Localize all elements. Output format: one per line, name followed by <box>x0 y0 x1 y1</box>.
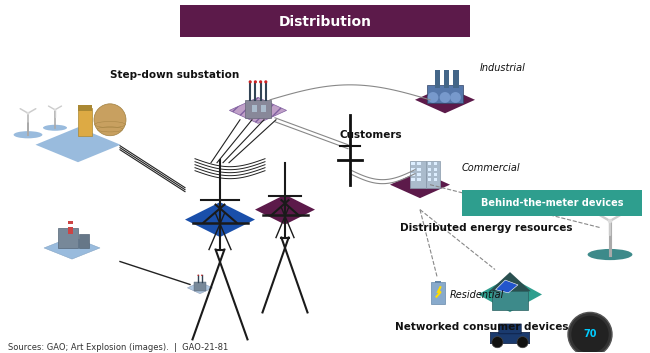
Bar <box>434 168 437 170</box>
Ellipse shape <box>43 125 67 131</box>
Bar <box>78 108 92 136</box>
Circle shape <box>439 92 450 103</box>
Text: Distribution: Distribution <box>278 15 372 29</box>
Circle shape <box>249 80 252 83</box>
Circle shape <box>27 112 29 115</box>
Bar <box>68 224 73 227</box>
Bar <box>417 162 421 165</box>
Text: Commercial: Commercial <box>462 163 521 173</box>
Circle shape <box>571 316 608 353</box>
Bar <box>411 162 415 165</box>
Bar <box>428 162 431 165</box>
Bar <box>434 178 437 181</box>
Bar <box>431 282 445 304</box>
Text: Behind-the-meter devices: Behind-the-meter devices <box>481 198 623 208</box>
Text: Sources: GAO; Art Explosion (images).  |  GAO-21-81: Sources: GAO; Art Explosion (images). | … <box>8 343 228 352</box>
Bar <box>194 282 206 292</box>
Bar <box>427 85 463 103</box>
Polygon shape <box>185 202 255 237</box>
Bar <box>435 281 441 283</box>
Circle shape <box>428 92 438 103</box>
Ellipse shape <box>14 131 42 138</box>
Polygon shape <box>44 237 100 259</box>
Text: Distributed energy resources: Distributed energy resources <box>400 223 573 233</box>
Polygon shape <box>187 282 213 294</box>
Bar <box>428 168 431 170</box>
Bar <box>454 70 459 88</box>
Bar <box>428 173 431 176</box>
FancyBboxPatch shape <box>499 324 521 334</box>
Circle shape <box>259 80 262 83</box>
Circle shape <box>568 312 612 353</box>
Bar <box>434 70 440 88</box>
Circle shape <box>492 336 503 348</box>
Text: Step-down substation: Step-down substation <box>110 70 239 80</box>
Bar <box>180 5 470 37</box>
Text: 70: 70 <box>583 329 597 339</box>
Circle shape <box>265 80 267 83</box>
Bar <box>443 70 449 88</box>
Text: Networked consumer devices: Networked consumer devices <box>395 322 569 333</box>
Circle shape <box>201 275 203 276</box>
Polygon shape <box>390 171 450 198</box>
Bar <box>434 173 437 176</box>
Bar <box>245 100 271 118</box>
Bar <box>417 168 421 170</box>
Bar <box>417 173 421 176</box>
Polygon shape <box>478 277 542 312</box>
Bar <box>58 228 77 248</box>
Bar <box>261 105 266 112</box>
Circle shape <box>517 336 528 348</box>
Polygon shape <box>229 97 287 123</box>
Bar <box>410 161 426 188</box>
Bar <box>79 234 89 248</box>
Polygon shape <box>489 272 531 291</box>
Circle shape <box>608 219 612 223</box>
Polygon shape <box>415 86 475 113</box>
Circle shape <box>94 104 126 136</box>
Bar <box>434 162 437 165</box>
Bar <box>252 105 257 112</box>
Bar <box>68 217 73 221</box>
FancyBboxPatch shape <box>490 333 530 343</box>
Circle shape <box>254 80 257 83</box>
Bar <box>417 178 421 181</box>
Polygon shape <box>255 195 315 225</box>
Polygon shape <box>495 280 518 293</box>
Ellipse shape <box>588 249 632 260</box>
Text: Customers: Customers <box>340 130 402 140</box>
Bar <box>426 161 439 188</box>
Text: Residential: Residential <box>450 291 504 300</box>
Bar <box>493 291 528 310</box>
Text: Industrial: Industrial <box>480 63 526 73</box>
Circle shape <box>450 92 461 103</box>
Bar <box>68 217 73 234</box>
Polygon shape <box>36 127 120 162</box>
Bar <box>462 190 642 216</box>
Bar <box>78 105 92 111</box>
Circle shape <box>198 275 199 276</box>
Bar <box>411 168 415 170</box>
Circle shape <box>54 109 56 111</box>
Bar <box>411 178 415 181</box>
Bar <box>428 178 431 181</box>
Bar <box>411 173 415 176</box>
